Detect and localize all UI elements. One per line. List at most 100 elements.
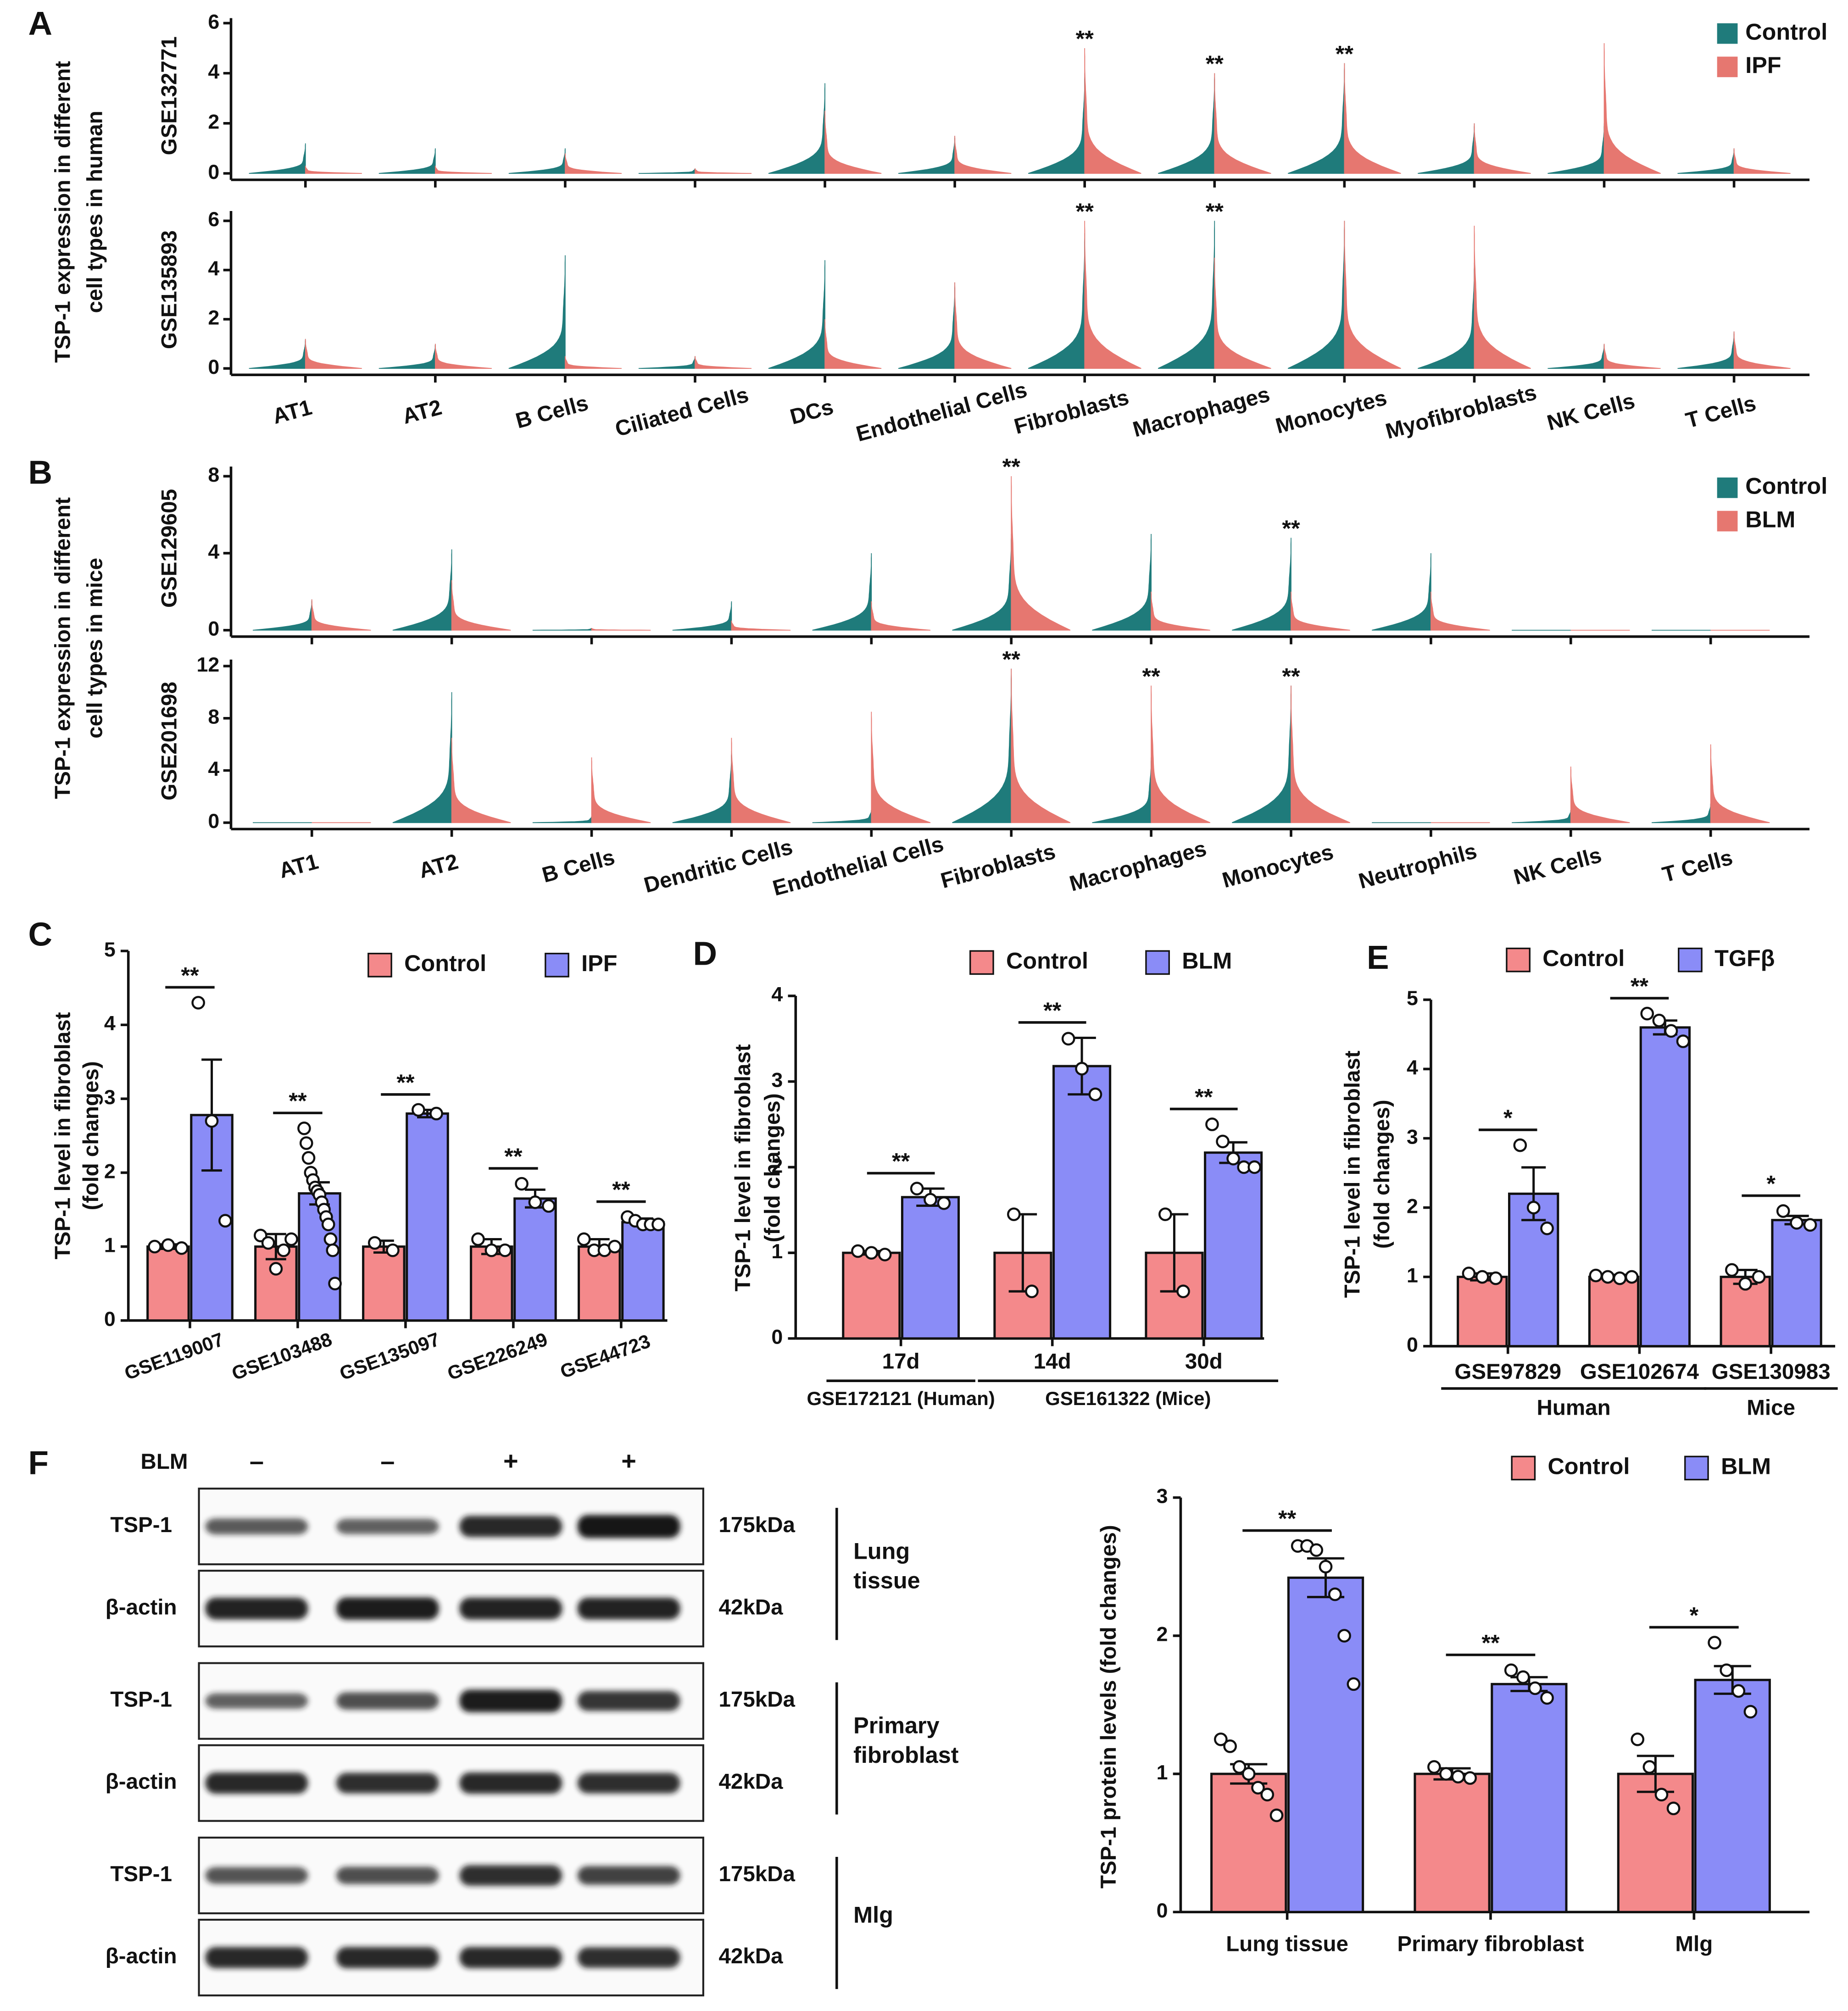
- y-tick-label: 1: [104, 1233, 116, 1256]
- data-point: [498, 1243, 512, 1257]
- blot-band: [459, 1516, 562, 1537]
- violin-half: [305, 339, 362, 369]
- violin-half: [1028, 233, 1085, 369]
- legend-label: IPF: [581, 950, 617, 976]
- significance: **: [289, 1088, 307, 1114]
- x-tick-label: Endothelial Cells: [770, 832, 946, 900]
- violin-half: [731, 620, 791, 631]
- panel-letter: E: [1367, 939, 1389, 976]
- violin-half: [565, 153, 622, 174]
- data-point: [1625, 1270, 1639, 1284]
- data-point: [1232, 1760, 1247, 1774]
- panel-letter: B: [28, 454, 53, 491]
- data-point: [1463, 1771, 1477, 1785]
- violin-half: [1158, 73, 1215, 174]
- violin-half: [379, 148, 436, 174]
- blot-band: [459, 1947, 562, 1968]
- violin-half: [532, 628, 592, 631]
- violin-half: [731, 738, 791, 823]
- legend-label: BLM: [1745, 506, 1795, 532]
- violin-half: [1084, 48, 1141, 174]
- violin-half: [451, 580, 511, 631]
- y-axis-label: GSE135893: [157, 230, 182, 349]
- data-point: [910, 1182, 924, 1195]
- blot-band: [205, 1518, 308, 1535]
- x-tick-label: GSE226249: [445, 1328, 551, 1384]
- data-point: [1752, 1270, 1766, 1284]
- blot-band: [577, 1772, 680, 1794]
- significance: **: [1336, 40, 1354, 67]
- legend-swatch: [1678, 947, 1703, 972]
- x-tick-label: GSE44723: [557, 1330, 653, 1382]
- bar: [146, 1245, 190, 1322]
- treatment-label: BLM: [141, 1450, 188, 1474]
- significance: **: [1206, 50, 1224, 77]
- x-tick-label: Macrophages: [1067, 836, 1209, 896]
- violin-half: [812, 553, 872, 631]
- blot-band: [205, 1772, 308, 1794]
- panel-letter: A: [28, 5, 53, 42]
- data-point: [864, 1246, 879, 1260]
- significance: **: [1631, 973, 1649, 999]
- legend-label: IPF: [1745, 52, 1781, 78]
- data-point: [1640, 1006, 1654, 1021]
- group-label: GSE172121 (Human): [807, 1388, 995, 1409]
- y-tick-label: 0: [1407, 1333, 1418, 1356]
- violin-half: [1512, 809, 1571, 823]
- violin-half: [1570, 767, 1630, 823]
- y-tick-label: 0: [1157, 1899, 1168, 1922]
- significance: **: [1282, 515, 1300, 541]
- bar: [362, 1245, 406, 1322]
- blot-band: [577, 1947, 680, 1968]
- data-point: [878, 1248, 892, 1261]
- x-tick-label: Ciliated Cells: [612, 383, 751, 441]
- legend-swatch: [1506, 947, 1531, 972]
- violin-half: [252, 599, 312, 631]
- blot-row-label: TSP-1: [110, 1688, 172, 1712]
- violin-half: [1733, 148, 1791, 174]
- blot-group-label: Primary: [853, 1712, 940, 1739]
- data-point: [323, 1232, 338, 1246]
- significance: *: [1766, 1170, 1776, 1196]
- data-point: [1601, 1270, 1615, 1284]
- violin-half: [1028, 73, 1085, 174]
- blot-row-label: β-actin: [106, 1770, 177, 1794]
- data-point: [1540, 1222, 1554, 1235]
- legend-swatch: [545, 953, 569, 978]
- bar: [1694, 1678, 1771, 1913]
- lane-sign: +: [503, 1446, 518, 1475]
- data-point: [1075, 1061, 1089, 1076]
- violin-half: [952, 534, 1012, 631]
- bar: [621, 1221, 665, 1322]
- data-point: [1652, 1013, 1666, 1028]
- violin-half: [1710, 744, 1770, 823]
- panel-letter: D: [693, 935, 718, 972]
- significance: **: [1278, 1505, 1297, 1531]
- violin-half: [532, 816, 592, 823]
- significance: **: [1206, 198, 1224, 224]
- violin-half: [1431, 591, 1490, 631]
- x-tick-label: NK Cells: [1545, 389, 1638, 435]
- data-point: [299, 1136, 313, 1150]
- blot-band: [336, 1867, 439, 1884]
- violin-half: [638, 356, 696, 369]
- y-axis-title: TSP-1 expression in different: [50, 497, 75, 799]
- violin-half: [305, 166, 362, 174]
- legend-label: Control: [404, 950, 486, 976]
- blot-group-label: fibroblast: [853, 1742, 959, 1768]
- y-tick-label: 6: [208, 10, 219, 33]
- data-point: [301, 1151, 316, 1165]
- violin-half: [591, 757, 651, 823]
- violin-half: [249, 339, 306, 369]
- group-label: GSE161322 (Mice): [1045, 1388, 1211, 1409]
- x-tick-label: Monocytes: [1273, 386, 1390, 439]
- violin-half: [824, 111, 882, 174]
- blot-row-label: β-actin: [106, 1595, 177, 1619]
- violin-half: [1287, 221, 1345, 369]
- violin-half: [1603, 344, 1661, 369]
- violin-half: [1092, 534, 1152, 631]
- violin-half: [768, 260, 825, 369]
- y-axis-label: (fold changes): [79, 1061, 103, 1210]
- violin-half: [638, 168, 696, 174]
